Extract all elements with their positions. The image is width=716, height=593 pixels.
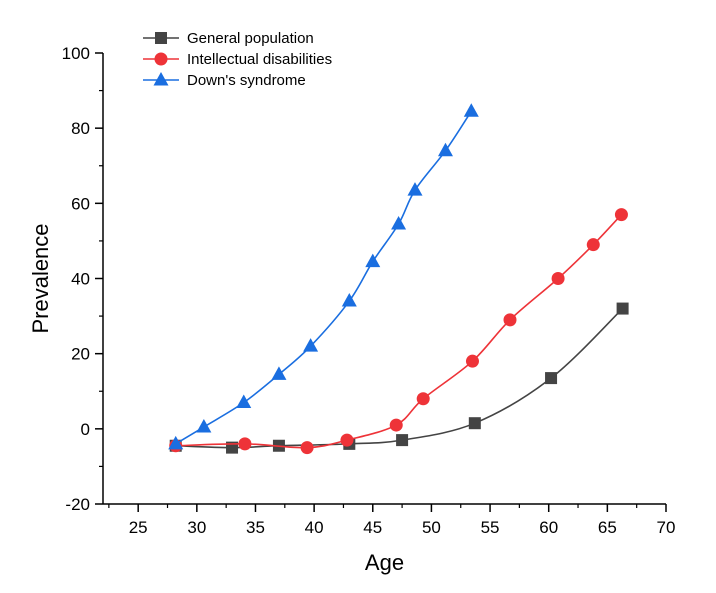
x-tick-label: 45 (363, 518, 382, 537)
data-point (196, 418, 212, 433)
legend-label: General population (187, 30, 314, 47)
data-point (341, 293, 357, 307)
legend-label: Down's syndrome (187, 72, 306, 89)
data-point (545, 372, 558, 385)
data-point (463, 103, 479, 117)
y-tick-label: 20 (71, 345, 90, 364)
y-tick-label: 40 (71, 270, 90, 289)
x-tick-label: 40 (305, 518, 324, 537)
legend-item: Down's syndrome (143, 72, 306, 89)
data-point (238, 437, 252, 451)
y-tick-label: 60 (71, 194, 90, 213)
data-point (340, 433, 354, 447)
data-point (465, 354, 479, 368)
legend-marker (154, 52, 168, 66)
legend-marker (153, 72, 169, 86)
data-point (168, 435, 184, 450)
x-tick-label: 70 (657, 518, 676, 537)
y-tick-label: 80 (71, 119, 90, 138)
x-tick-label: 65 (598, 518, 617, 537)
data-point (503, 313, 517, 327)
series-layer (168, 103, 629, 455)
data-point (236, 394, 252, 409)
data-point (396, 434, 409, 447)
data-point (468, 417, 481, 430)
legend-marker (155, 32, 167, 44)
data-point (389, 418, 403, 432)
x-tick-label: 30 (187, 518, 206, 537)
legend: General population Intellectual disabilit… (143, 30, 332, 89)
y-tick-label: 0 (81, 420, 90, 439)
x-tick-label: 35 (246, 518, 265, 537)
y-tick-label: -20 (65, 495, 90, 514)
data-point (365, 253, 381, 268)
x-tick-label: 25 (129, 518, 148, 537)
data-point (616, 302, 629, 315)
legend-item: General population (143, 30, 314, 47)
data-point (586, 238, 600, 252)
data-point (614, 208, 628, 222)
x-tick-label: 55 (481, 518, 500, 537)
series-1 (169, 302, 629, 454)
data-point (407, 182, 423, 196)
data-point (391, 216, 407, 230)
data-point (300, 441, 314, 455)
x-tick-label: 50 (422, 518, 441, 537)
series-3 (168, 103, 479, 450)
y-tick-label: 100 (62, 44, 90, 63)
data-point (271, 366, 287, 380)
x-axis-title: Age (365, 550, 404, 575)
series-2 (169, 208, 628, 455)
ticks: 25 30 35 40 45 50 55 60 65 70 -20 0 20 40 60 80 100 (62, 44, 676, 537)
series-line (175, 214, 623, 449)
data-point (437, 142, 453, 157)
data-point (416, 392, 430, 406)
y-axis-title: Prevalence (28, 223, 53, 333)
legend-item: Intellectual disabilities (143, 51, 332, 68)
legend-label: Intellectual disabilities (187, 51, 332, 68)
data-point (303, 338, 319, 352)
x-tick-label: 60 (539, 518, 558, 537)
data-point (551, 272, 565, 285)
